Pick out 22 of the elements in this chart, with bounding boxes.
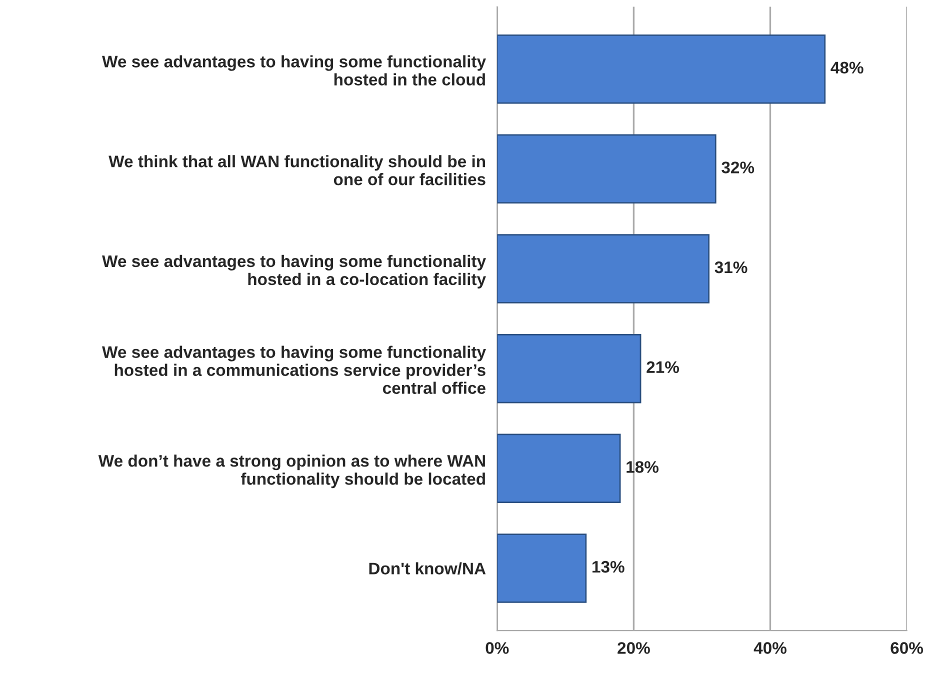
y-tick-label: We see advantages to having some functionality hosted in a co-location facility bbox=[102, 254, 486, 288]
data-label: 48% bbox=[830, 62, 864, 74]
data-label: 21% bbox=[646, 361, 679, 374]
bar bbox=[497, 134, 716, 204]
bar bbox=[497, 234, 710, 304]
bar bbox=[497, 434, 621, 504]
y-tick-label: Don't know/NA bbox=[369, 562, 486, 575]
bar bbox=[497, 534, 587, 603]
bar bbox=[497, 334, 642, 404]
data-label: 18% bbox=[626, 461, 659, 473]
data-label: 13% bbox=[592, 560, 624, 573]
x-tick-label: 20% bbox=[618, 642, 650, 654]
y-tick-label: We don’t have a strong opinion as to where WAN functionality should be located bbox=[98, 454, 485, 488]
bar bbox=[497, 34, 826, 104]
y-tick-label: We see advantages to having some functionality hosted in the cloud bbox=[102, 55, 486, 86]
data-label: 31% bbox=[714, 261, 748, 274]
x-tick-label: 40% bbox=[754, 642, 786, 654]
x-tick-label: 0% bbox=[486, 642, 509, 654]
y-tick-label: We think that all WAN functionality should be in one of our facilities bbox=[108, 155, 486, 186]
data-label: 32% bbox=[722, 162, 754, 174]
y-tick-label: We see advantages to having some functionality hosted in a communications service provider’s central office bbox=[102, 346, 486, 394]
x-tick-label: 60% bbox=[890, 642, 924, 654]
